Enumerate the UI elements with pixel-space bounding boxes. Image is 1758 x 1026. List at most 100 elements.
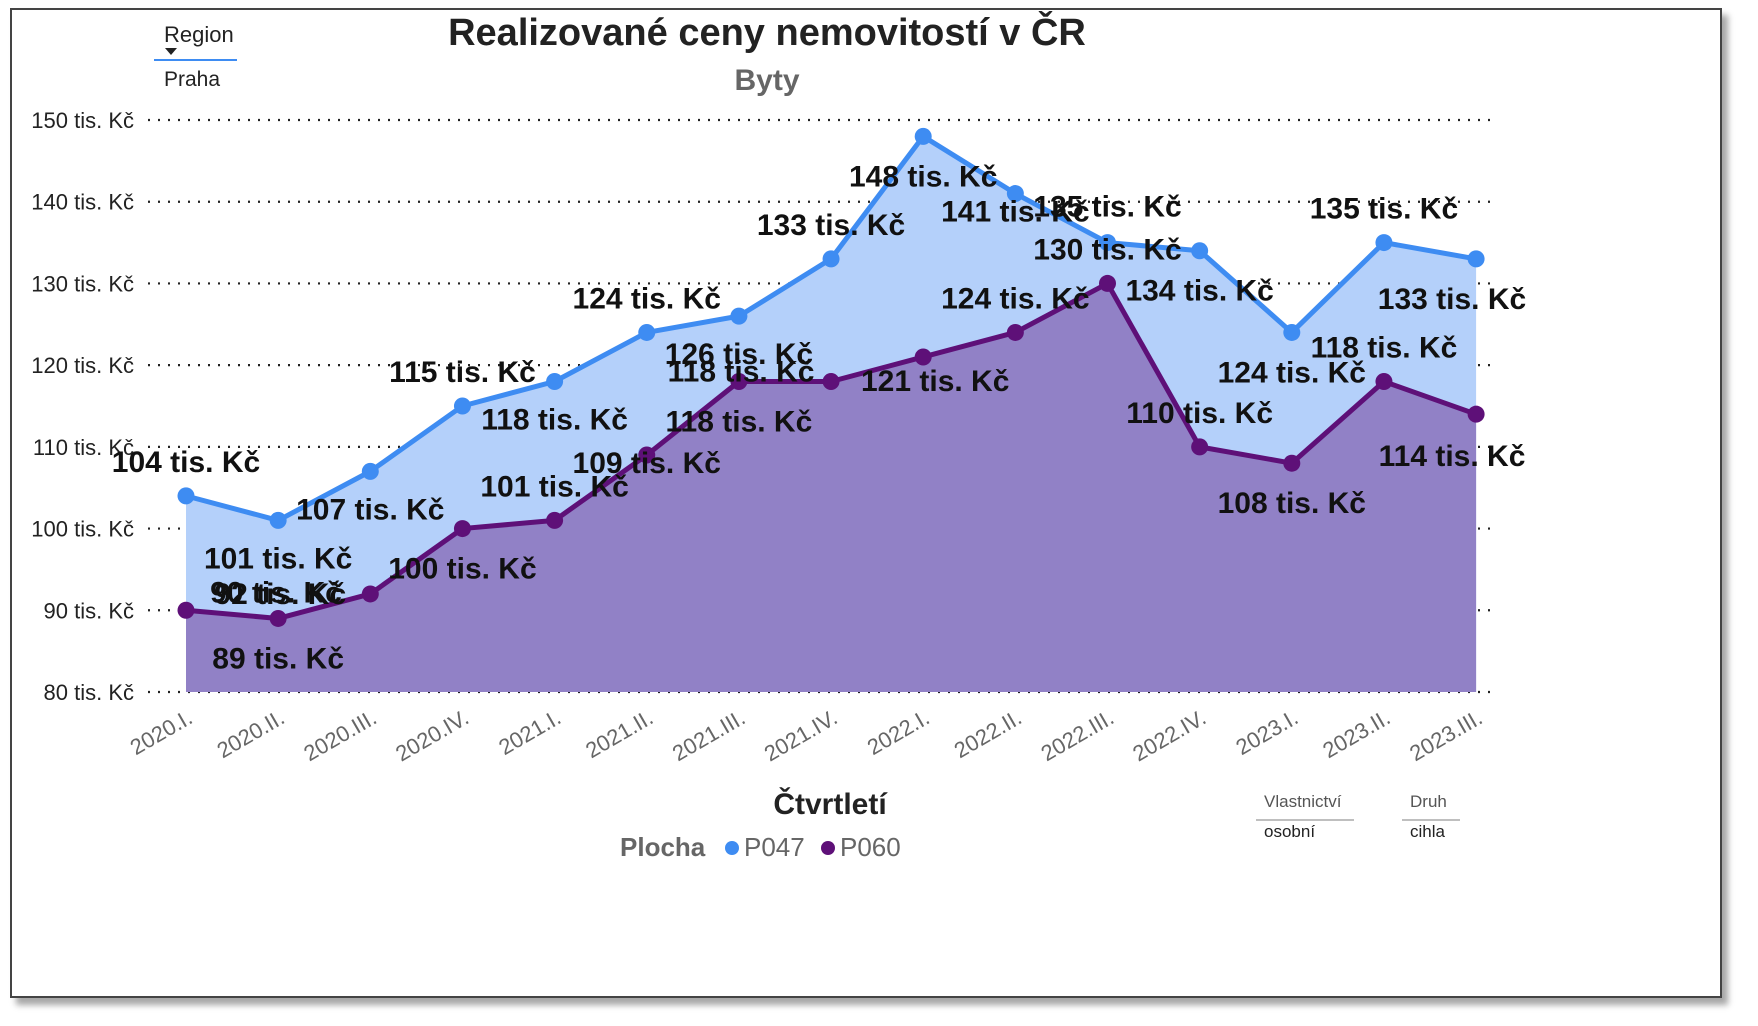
point-p047-0[interactable] [177, 487, 195, 505]
y-tick-label: 80 tis. Kč [44, 680, 134, 705]
chevron-down-icon[interactable] [165, 48, 177, 55]
point-p060-8[interactable] [914, 348, 932, 366]
point-p047-13[interactable] [1375, 234, 1393, 252]
druh-slicer-value[interactable]: cihla [1410, 822, 1446, 841]
point-p060-13[interactable] [1375, 372, 1393, 390]
x-tick-label: 2023.II. [1318, 705, 1394, 763]
data-label-p060-7: 118 tis. Kč [668, 355, 815, 388]
point-p047-5[interactable] [638, 323, 656, 341]
data-label-p047-13: 135 tis. Kč [1310, 193, 1458, 226]
point-p060-9[interactable] [1006, 323, 1024, 341]
chart-title: Realizované ceny nemovitostí v ČR [448, 10, 1086, 54]
data-label-p060-6: 118 tis. Kč [666, 405, 813, 438]
data-label-p047-9: 141 tis. Kč [941, 196, 1089, 229]
data-label-p047-12: 124 tis. Kč [1218, 356, 1366, 389]
y-tick-label: 110 tis. Kč [33, 435, 134, 460]
vlastnictvi-slicer-value[interactable]: osobní [1264, 822, 1315, 841]
data-label-p047-7: 133 tis. Kč [757, 209, 905, 242]
legend-label-p047[interactable]: P047 [744, 832, 805, 862]
x-tick-label: 2021.IV. [760, 705, 842, 767]
point-p060-7[interactable] [822, 372, 840, 390]
point-p060-11[interactable] [1191, 438, 1209, 456]
point-p047-14[interactable] [1467, 250, 1485, 268]
legend-label-p060[interactable]: P060 [840, 832, 901, 862]
data-label-p060-0: 90 tis. Kč [210, 576, 342, 609]
point-p060-14[interactable] [1467, 405, 1485, 423]
point-p060-10[interactable] [1099, 274, 1116, 292]
x-tick-label: 2022.IV. [1128, 705, 1210, 767]
x-axis: 2020.I. 2020.II. 2020.III. 2020.IV. 2021.I. 2… [126, 705, 1487, 767]
data-label-p047-11: 134 tis. Kč [1125, 275, 1273, 308]
chart-frame: Realizované ceny nemovitostí v ČR Byty R… [10, 8, 1722, 998]
point-p060-5[interactable] [638, 446, 656, 464]
chart-subtitle: Byty [734, 64, 799, 97]
data-label-p047-6: 126 tis. Kč [665, 338, 813, 371]
point-p047-2[interactable] [361, 462, 379, 480]
y-tick-label: 100 tis. Kč [31, 517, 134, 542]
x-tick-label: 2022.III. [1037, 705, 1118, 766]
point-p047-6[interactable] [730, 307, 748, 325]
x-tick-label: 2022.II. [950, 705, 1026, 763]
data-label-p060-13: 118 tis. Kč [1311, 331, 1458, 364]
y-tick-label: 130 tis. Kč [31, 271, 134, 296]
data-label-p060-8: 121 tis. Kč [861, 365, 1009, 398]
series-points [177, 127, 1485, 627]
data-label-p060-2: 92 tis. Kč [214, 578, 346, 611]
point-p060-4[interactable] [546, 511, 564, 529]
legend-marker-p047[interactable] [725, 841, 739, 855]
data-label-p047-2: 107 tis. Kč [296, 493, 444, 526]
region-slicer-value[interactable]: Praha [164, 68, 220, 91]
point-p047-1[interactable] [269, 511, 287, 529]
data-label-p047-14: 133 tis. Kč [1378, 283, 1526, 316]
x-tick-label: 2021.III. [668, 705, 749, 766]
data-label-p060-9: 124 tis. Kč [941, 282, 1089, 315]
y-tick-label: 150 tis. Kč [31, 108, 134, 133]
point-p047-9[interactable] [1006, 185, 1024, 203]
data-label-p047-8: 148 tis. Kč [849, 160, 997, 193]
point-p047-8[interactable] [914, 127, 932, 145]
data-label-p047-1: 101 tis. Kč [204, 542, 352, 575]
data-label-p047-3: 115 tis. Kč [389, 356, 536, 389]
data-label-p060-3: 100 tis. Kč [388, 553, 536, 586]
point-p060-12[interactable] [1283, 454, 1301, 472]
x-tick-label: 2021.I. [494, 705, 565, 760]
x-tick-label: 2023.I. [1232, 705, 1303, 760]
region-slicer-label: Region [164, 22, 234, 47]
x-tick-label: 2023.III. [1405, 705, 1486, 766]
data-label-p060-1: 89 tis. Kč [212, 642, 344, 675]
y-axis: 80 tis. Kč 90 tis. Kč 100 tis. Kč 110 tis. … [31, 108, 134, 705]
vlastnictvi-slicer[interactable]: Vlastnictví osobní [1256, 792, 1354, 841]
point-p047-11[interactable] [1191, 242, 1209, 260]
data-label-p047-4: 118 tis. Kč [481, 403, 628, 436]
x-tick-label: 2020.IV. [391, 705, 473, 767]
data-label-p060-12: 108 tis. Kč [1218, 487, 1366, 520]
x-tick-label: 2021.II. [581, 705, 657, 763]
x-tick-label: 2020.I. [126, 705, 197, 760]
data-label-p060-14: 114 tis. Kč [1379, 440, 1526, 473]
data-labels: 104 tis. Kč 101 tis. Kč 107 tis. Kč 115 tis… [112, 160, 1526, 675]
point-p060-1[interactable] [269, 609, 287, 627]
point-p060-0[interactable] [177, 601, 195, 619]
point-p047-12[interactable] [1283, 323, 1301, 341]
point-p047-4[interactable] [546, 372, 564, 390]
data-label-p060-11: 110 tis. Kč [1126, 397, 1273, 430]
y-tick-label: 120 tis. Kč [31, 353, 134, 378]
series-areas [186, 136, 1477, 692]
region-slicer[interactable]: Region Praha [154, 22, 237, 91]
point-p047-3[interactable] [453, 397, 471, 415]
legend-marker-p060[interactable] [821, 841, 835, 855]
point-p060-6[interactable] [730, 372, 748, 390]
point-p060-3[interactable] [453, 520, 471, 538]
druh-slicer[interactable]: Druh cihla [1402, 792, 1460, 841]
y-tick-label: 90 tis. Kč [44, 598, 134, 623]
point-p060-2[interactable] [361, 585, 379, 603]
data-label-p047-10: 135 tis. Kč [1033, 191, 1181, 224]
point-p047-10[interactable] [1099, 234, 1116, 252]
data-label-p060-4: 101 tis. Kč [480, 470, 628, 503]
x-axis-title: Čtvrtletí [773, 787, 888, 821]
point-p047-7[interactable] [822, 250, 840, 268]
data-label-p047-0: 104 tis. Kč [112, 446, 260, 479]
druh-slicer-label: Druh [1410, 792, 1447, 811]
legend-title: Plocha [620, 832, 706, 862]
vlastnictvi-slicer-label: Vlastnictví [1264, 792, 1342, 811]
